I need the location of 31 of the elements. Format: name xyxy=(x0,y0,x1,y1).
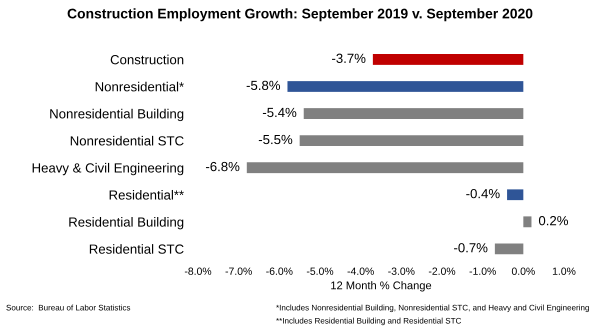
data-label: -3.7% xyxy=(332,54,366,63)
y-tick-label: Residential** xyxy=(110,190,184,200)
x-tick-label: -2.0% xyxy=(428,268,456,275)
data-label: -5.4% xyxy=(262,108,296,118)
x-tick-label: 0.0% xyxy=(512,268,535,275)
y-tick-label: Nonresidential* xyxy=(96,82,184,92)
x-tick-label: -8.0% xyxy=(184,268,212,275)
x-axis-title: 12 Month % Change xyxy=(331,281,432,292)
x-tick-label: -5.0% xyxy=(306,268,334,275)
y-tick-label: Residential STC xyxy=(90,244,184,254)
y-tick-label: Heavy & Civil Engineering xyxy=(32,162,184,176)
data-label: -6.8% xyxy=(206,162,240,172)
x-tick-label: -6.0% xyxy=(266,268,293,275)
x-tick-label: -7.0% xyxy=(226,268,252,275)
y-tick-label: Residential Building xyxy=(69,217,184,230)
text: *Includes Nonresidential Building, Nonresidential STC, and Heavy and Civil Engineering xyxy=(276,304,589,312)
x-tick-label: -1.0% xyxy=(470,268,496,275)
y-tick-label: Nonresidential STC xyxy=(70,136,184,146)
x-tick-label: -3.0% xyxy=(388,268,415,275)
source-note: Source: Bureau of Labor Statistics xyxy=(6,304,130,310)
data-label: 0.2% xyxy=(538,216,568,226)
x-tick-label: -4.0% xyxy=(348,268,374,275)
data-label: -5.5% xyxy=(258,134,292,144)
data-label: -5.8% xyxy=(246,80,280,90)
x-tick-label: 1.0% xyxy=(552,268,576,275)
text: **Includes Residential Building and Residential STC xyxy=(276,318,462,326)
y-tick-label: Construction xyxy=(110,54,184,64)
y-tick-label: Nonresidential Building xyxy=(50,108,184,122)
chart-title: Construction Employment Growth: September 2019 v. September 2020 xyxy=(68,8,532,22)
data-label: -0.4% xyxy=(466,188,500,198)
data-label: -0.7% xyxy=(454,243,488,252)
